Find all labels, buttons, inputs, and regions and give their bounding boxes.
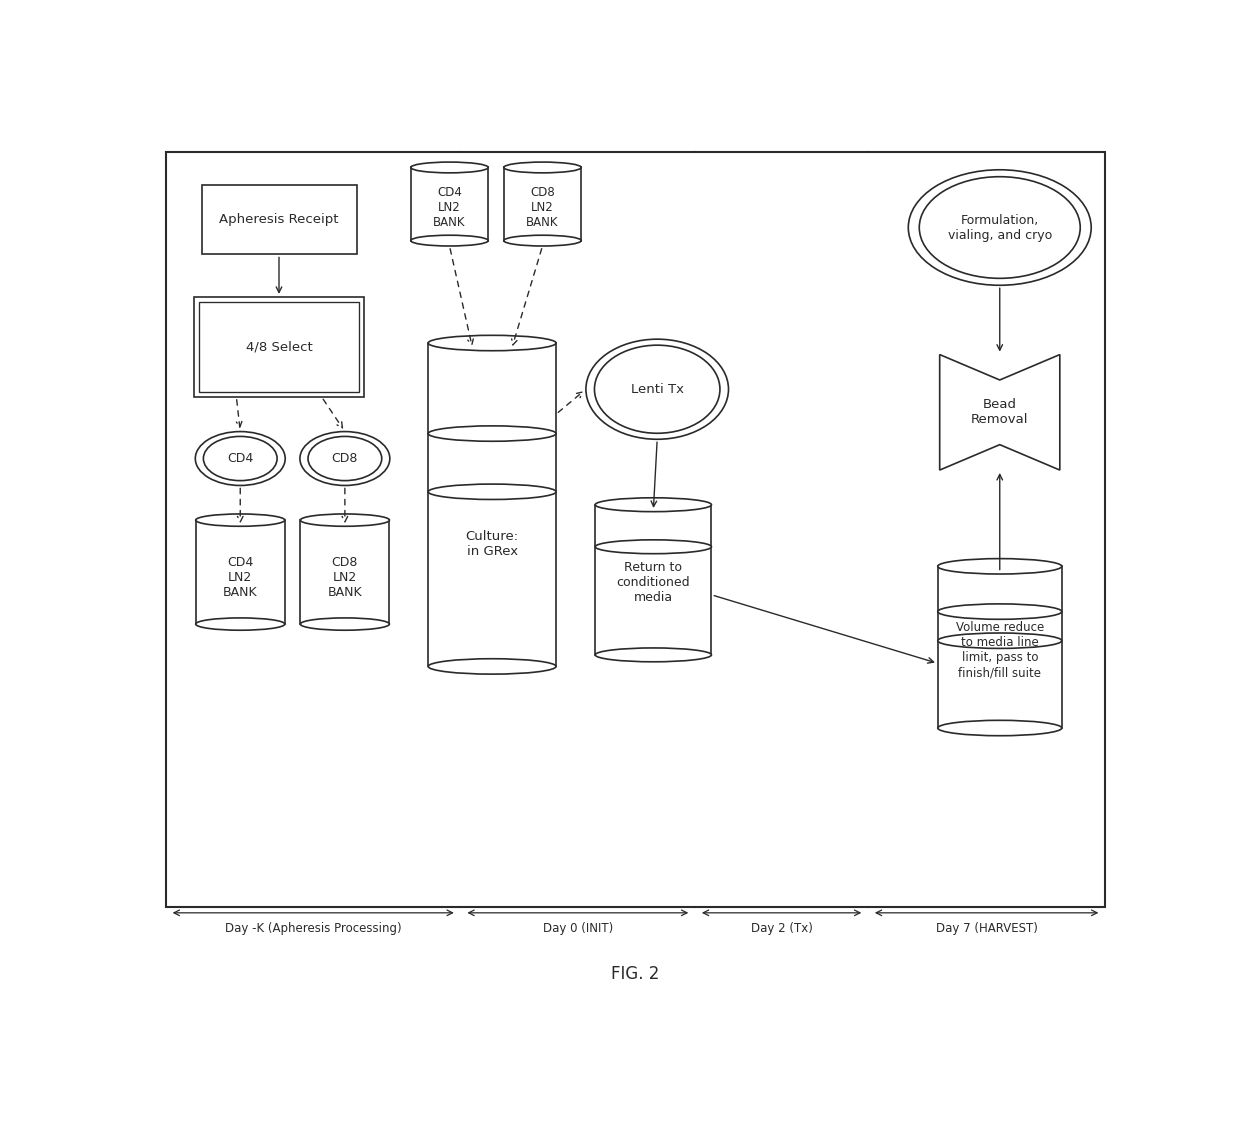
Bar bbox=[201, 185, 357, 254]
Text: CD8
LN2
BANK: CD8 LN2 BANK bbox=[327, 556, 362, 599]
Ellipse shape bbox=[595, 498, 712, 511]
Ellipse shape bbox=[410, 162, 489, 173]
Bar bbox=[428, 343, 556, 667]
Polygon shape bbox=[940, 355, 1060, 470]
Text: Lenti Tx: Lenti Tx bbox=[631, 383, 683, 395]
Bar bbox=[300, 520, 389, 624]
Bar bbox=[193, 297, 365, 397]
Text: Apheresis Receipt: Apheresis Receipt bbox=[219, 213, 339, 226]
Ellipse shape bbox=[300, 431, 389, 485]
Ellipse shape bbox=[196, 513, 285, 526]
Text: CD4: CD4 bbox=[227, 452, 253, 465]
Ellipse shape bbox=[428, 484, 556, 500]
Ellipse shape bbox=[595, 647, 712, 662]
Ellipse shape bbox=[919, 177, 1080, 278]
Bar bbox=[937, 566, 1061, 729]
Ellipse shape bbox=[428, 336, 556, 350]
Ellipse shape bbox=[300, 618, 389, 631]
Text: Day 0 (INIT): Day 0 (INIT) bbox=[543, 922, 613, 935]
Ellipse shape bbox=[937, 721, 1061, 735]
Bar bbox=[410, 168, 489, 241]
Ellipse shape bbox=[937, 604, 1061, 619]
Text: CD4
LN2
BANK: CD4 LN2 BANK bbox=[223, 556, 258, 599]
Ellipse shape bbox=[503, 162, 582, 173]
Text: Return to
conditioned
media: Return to conditioned media bbox=[616, 561, 691, 605]
Ellipse shape bbox=[595, 539, 712, 554]
Ellipse shape bbox=[300, 513, 389, 526]
Ellipse shape bbox=[196, 431, 285, 485]
Ellipse shape bbox=[428, 659, 556, 674]
Ellipse shape bbox=[410, 235, 489, 245]
Ellipse shape bbox=[428, 426, 556, 441]
Text: Day 7 (HARVEST): Day 7 (HARVEST) bbox=[936, 922, 1038, 935]
Bar bbox=[166, 152, 1105, 906]
Ellipse shape bbox=[308, 437, 382, 481]
Ellipse shape bbox=[203, 437, 277, 481]
Bar bbox=[503, 168, 582, 241]
Ellipse shape bbox=[594, 346, 720, 434]
Ellipse shape bbox=[908, 170, 1091, 285]
Text: CD8
LN2
BANK: CD8 LN2 BANK bbox=[526, 186, 559, 229]
Ellipse shape bbox=[587, 339, 729, 439]
Ellipse shape bbox=[196, 618, 285, 631]
Ellipse shape bbox=[937, 558, 1061, 574]
Bar bbox=[595, 504, 712, 655]
Text: FIG. 2: FIG. 2 bbox=[611, 965, 660, 983]
Text: Culture:
in GRex: Culture: in GRex bbox=[465, 529, 518, 557]
Bar bbox=[200, 302, 358, 392]
Text: CD4
LN2
BANK: CD4 LN2 BANK bbox=[433, 186, 466, 229]
Ellipse shape bbox=[937, 633, 1061, 649]
Ellipse shape bbox=[503, 235, 582, 245]
Text: Day 2 (Tx): Day 2 (Tx) bbox=[750, 922, 812, 935]
Text: Formulation,
vialing, and cryo: Formulation, vialing, and cryo bbox=[947, 214, 1052, 241]
Text: Bead
Removal: Bead Removal bbox=[971, 399, 1028, 427]
Text: Volume reduce
to media line
limit, pass to
finish/fill suite: Volume reduce to media line limit, pass … bbox=[956, 622, 1044, 679]
Text: 4/8 Select: 4/8 Select bbox=[246, 340, 312, 354]
Bar bbox=[196, 520, 285, 624]
Text: CD8: CD8 bbox=[331, 452, 358, 465]
Text: Day -K (Apheresis Processing): Day -K (Apheresis Processing) bbox=[224, 922, 402, 935]
